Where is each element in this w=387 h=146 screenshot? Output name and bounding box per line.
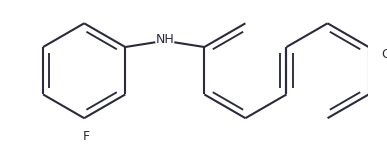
Text: NH: NH [156, 33, 174, 46]
Text: F: F [82, 130, 90, 142]
Text: O: O [381, 48, 387, 61]
